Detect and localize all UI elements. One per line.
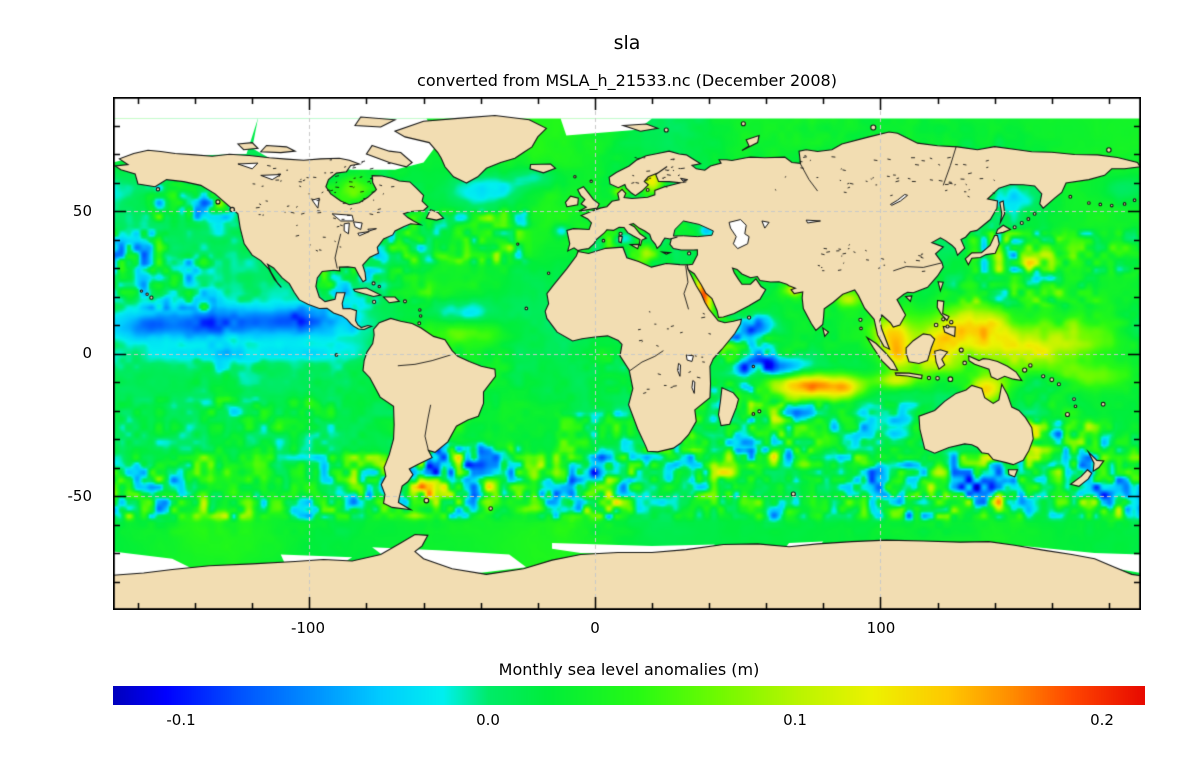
colorbar-gradient: [113, 686, 1145, 705]
x-axis-tick-label-100: 100: [866, 619, 896, 637]
colorbar-tick-label-minus01: -0.1: [166, 711, 196, 729]
world-map-plot: [113, 97, 1141, 610]
y-axis-tick-label-0: 0: [82, 344, 92, 362]
figure-title: sla: [613, 32, 641, 54]
x-axis-tick-label-0: 0: [590, 619, 600, 637]
y-axis-tick-label-minus50: -50: [67, 486, 93, 505]
colorbar-title: Monthly sea level anomalies (m): [498, 660, 760, 679]
colorbar-tick-label-01: 0.1: [783, 711, 807, 729]
colorbar-tick-label-00: 0.0: [476, 711, 500, 729]
x-axis-tick-label-minus100: -100: [290, 619, 326, 637]
colorbar-tick-label-02: 0.2: [1090, 711, 1114, 729]
figure-subtitle: converted from MSLA_h_21533.nc (December…: [417, 71, 837, 90]
y-axis-tick-label-50: 50: [72, 201, 92, 220]
